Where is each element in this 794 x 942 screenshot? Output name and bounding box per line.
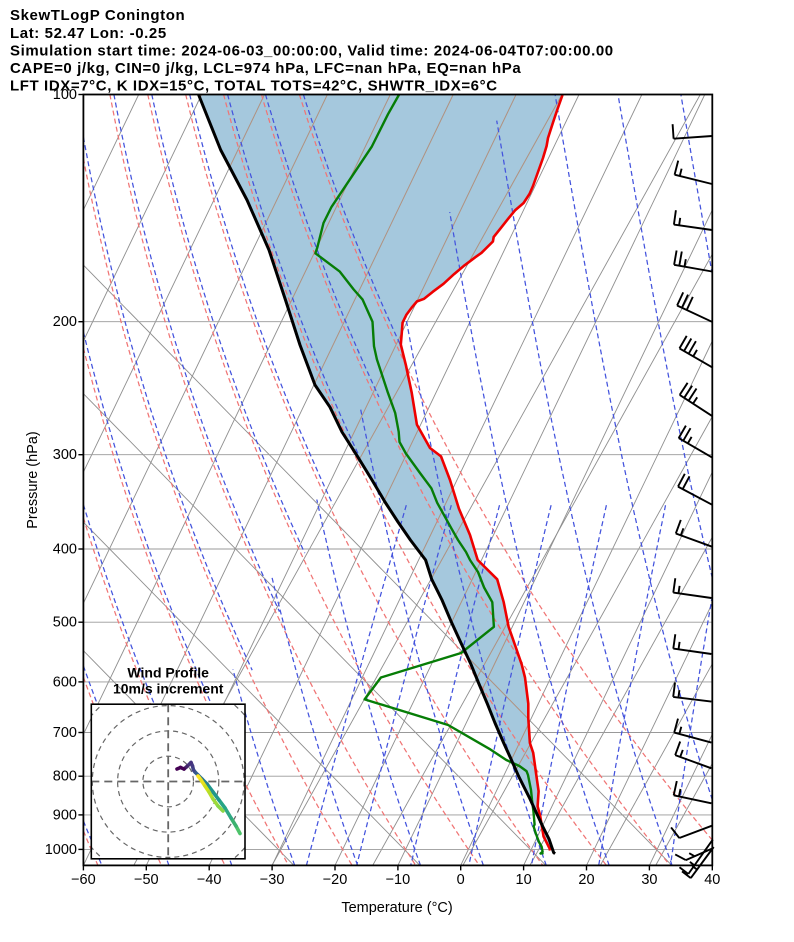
svg-text:300: 300 (53, 447, 77, 463)
svg-text:900: 900 (53, 807, 77, 823)
svg-text:−60: −60 (71, 872, 96, 888)
svg-text:CAPE=0 j/kg, CIN=0 j/kg, LCL=9: CAPE=0 j/kg, CIN=0 j/kg, LCL=974 hPa, LF… (10, 60, 521, 77)
svg-text:1000: 1000 (45, 842, 77, 858)
svg-text:100: 100 (53, 87, 77, 103)
svg-text:40: 40 (704, 872, 720, 888)
svg-text:10m/s increment: 10m/s increment (113, 681, 224, 697)
svg-text:700: 700 (53, 725, 77, 741)
svg-text:−40: −40 (197, 872, 222, 888)
svg-text:−10: −10 (386, 872, 411, 888)
svg-text:20: 20 (578, 872, 594, 888)
svg-text:LFT IDX=7°C, K IDX=15°C, TOTAL: LFT IDX=7°C, K IDX=15°C, TOTAL TOTS=42°C… (10, 78, 498, 95)
svg-text:SkewTLogP Conington: SkewTLogP Conington (10, 7, 185, 24)
svg-text:−30: −30 (260, 872, 285, 888)
svg-text:Lat: 52.47 Lon: -0.25: Lat: 52.47 Lon: -0.25 (10, 25, 167, 42)
svg-text:Temperature (°C): Temperature (°C) (341, 900, 452, 916)
svg-text:Wind Profile: Wind Profile (127, 665, 209, 681)
svg-text:Pressure (hPa): Pressure (hPa) (25, 431, 41, 529)
svg-text:−50: −50 (134, 872, 159, 888)
svg-text:0: 0 (457, 872, 465, 888)
svg-text:200: 200 (53, 314, 77, 330)
svg-text:600: 600 (53, 674, 77, 690)
svg-text:Simulation start time: 2024-06: Simulation start time: 2024-06-03_00:00:… (10, 42, 614, 59)
svg-text:30: 30 (641, 872, 657, 888)
svg-text:10: 10 (516, 872, 532, 888)
svg-text:500: 500 (53, 615, 77, 631)
svg-text:400: 400 (53, 542, 77, 558)
svg-text:800: 800 (53, 769, 77, 785)
svg-text:−20: −20 (323, 872, 348, 888)
